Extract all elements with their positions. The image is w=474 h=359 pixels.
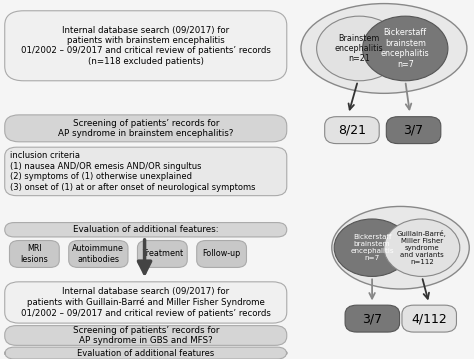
Text: inclusion criteria
(1) nausea AND/OR emesis AND/OR singultus
(2) symptoms of (1): inclusion criteria (1) nausea AND/OR eme… (10, 151, 256, 191)
Text: Bickerstaff
brainstem
encephalitis
n=7: Bickerstaff brainstem encephalitis n=7 (381, 28, 429, 69)
Ellipse shape (332, 206, 469, 289)
Text: Guillain-Barré,
Miller Fisher
syndrome
and variants
n=112: Guillain-Barré, Miller Fisher syndrome a… (397, 230, 447, 265)
Text: Screening of patients’ records for
AP syndrome in brainstem encephalitis?: Screening of patients’ records for AP sy… (58, 118, 234, 138)
Ellipse shape (301, 4, 467, 93)
FancyBboxPatch shape (345, 305, 400, 332)
Text: Evaluation of additional features: Evaluation of additional features (77, 349, 214, 358)
Text: Brainstem
encephalitis
n=21: Brainstem encephalitis n=21 (335, 33, 383, 64)
FancyBboxPatch shape (386, 117, 441, 144)
Text: Evaluation of additional features:: Evaluation of additional features: (73, 225, 219, 234)
Circle shape (384, 219, 460, 276)
FancyBboxPatch shape (402, 305, 456, 332)
Circle shape (363, 16, 448, 81)
FancyBboxPatch shape (5, 282, 287, 323)
Text: Internal database search (09/2017) for
patients with Guillain-Barré and Miller F: Internal database search (09/2017) for p… (21, 287, 271, 318)
FancyBboxPatch shape (5, 147, 287, 196)
Text: Autoimmune
antibodies: Autoimmune antibodies (73, 244, 124, 264)
FancyBboxPatch shape (5, 347, 287, 359)
Text: Bickerstaff
brainstem
encephalitis
n=7: Bickerstaff brainstem encephalitis n=7 (350, 234, 394, 261)
FancyBboxPatch shape (137, 241, 187, 267)
Text: MRI
lesions: MRI lesions (20, 244, 48, 264)
Circle shape (334, 219, 410, 276)
Text: 8/21: 8/21 (338, 123, 366, 137)
Text: Screening of patients’ records for
AP syndrome in GBS and MFS?: Screening of patients’ records for AP sy… (73, 326, 219, 345)
FancyBboxPatch shape (5, 11, 287, 81)
FancyBboxPatch shape (325, 117, 379, 144)
FancyBboxPatch shape (5, 326, 287, 345)
FancyBboxPatch shape (9, 241, 59, 267)
FancyBboxPatch shape (197, 241, 246, 267)
Text: 3/7: 3/7 (403, 123, 424, 137)
Text: Internal database search (09/2017) for
patients with brainstem encephalitis
01/2: Internal database search (09/2017) for p… (21, 26, 271, 66)
FancyBboxPatch shape (69, 241, 128, 267)
Text: 4/112: 4/112 (411, 312, 447, 325)
Text: Follow-up: Follow-up (202, 250, 241, 258)
Text: 3/7: 3/7 (362, 312, 383, 325)
Text: Treatment: Treatment (142, 250, 183, 258)
FancyBboxPatch shape (5, 223, 287, 237)
Circle shape (317, 16, 402, 81)
FancyBboxPatch shape (5, 115, 287, 142)
